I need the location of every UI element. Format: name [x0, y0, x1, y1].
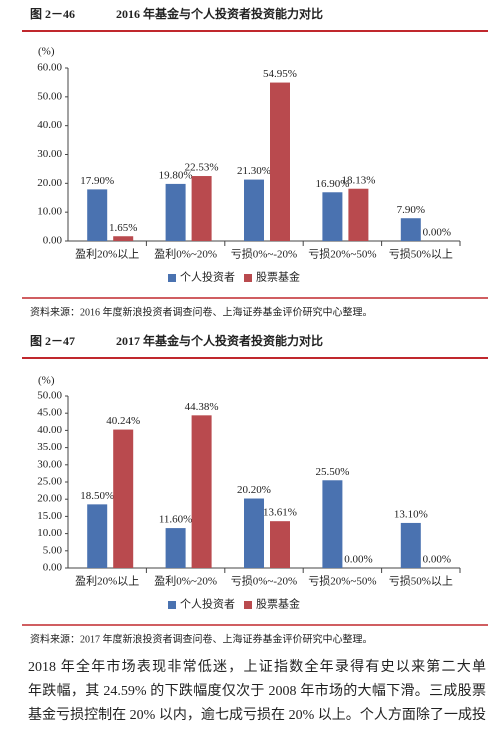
- x-tick-label: 盈利0%~20%: [154, 575, 217, 588]
- x-tick-label: 盈利20%以上: [75, 575, 139, 588]
- figures: 图 2－46 2016 年基金与个人投资者投资能力对比 (%) 0.00 10.00 20…: [22, 6, 488, 645]
- value-label: 40.24%: [106, 415, 140, 427]
- figure-title: 2017 年基金与个人投资者投资能力对比: [116, 333, 323, 348]
- y-tick-label: 20.00: [37, 493, 62, 505]
- bar: [191, 415, 212, 568]
- y-tick-label: 40.00: [37, 424, 62, 436]
- legend-label: 个人投资者: [180, 270, 235, 284]
- y-tick-label: 35.00: [37, 441, 62, 453]
- value-label: 1.65%: [109, 222, 137, 234]
- source-note: 资料来源：2017 年度新浪投资者调查问卷、上海证券基金评价研究中心整理。: [30, 632, 373, 645]
- body-line: 基金亏损控制在 20% 以内，逾七成亏损在 20% 以上。个人方面除了一成投: [28, 708, 486, 723]
- x-tick-label: 亏损20%~50%: [308, 574, 376, 588]
- value-label: 20.20%: [237, 484, 271, 496]
- y-tick-label: 10.00: [37, 206, 62, 218]
- legend-swatch: [168, 601, 176, 609]
- legend-label: 股票基金: [256, 597, 300, 611]
- y-tick-label: 5.00: [43, 544, 63, 556]
- bar: [322, 480, 343, 568]
- value-label: 7.90%: [397, 204, 425, 216]
- bar: [400, 522, 421, 568]
- y-unit: (%): [38, 375, 55, 387]
- figure-title: 2016 年基金与个人投资者投资能力对比: [116, 6, 323, 21]
- y-tick-label: 50.00: [37, 390, 62, 402]
- y-tick-label: 15.00: [37, 510, 62, 522]
- value-label: 21.30%: [237, 165, 271, 177]
- body-line: 年跌幅，其 24.59% 的下跌幅度仅次于 2008 年市场的大幅下滑。三成股票: [28, 684, 486, 699]
- x-tick-label: 亏损0%~-20%: [231, 574, 297, 588]
- bar: [244, 179, 264, 241]
- x-tick-label: 盈利20%以上: [75, 248, 139, 261]
- legend-swatch: [244, 274, 252, 282]
- y-tick-label: 60.00: [37, 62, 62, 74]
- bar: [165, 528, 186, 568]
- x-tick-label: 盈利0%~20%: [154, 248, 217, 261]
- value-label: 19.80%: [159, 169, 193, 181]
- y-tick-label: 20.00: [37, 177, 62, 189]
- bar: [87, 189, 108, 241]
- y-tick-label: 25.00: [37, 476, 62, 488]
- y-tick-label: 40.00: [37, 119, 62, 131]
- value-label: 0.00%: [423, 554, 451, 566]
- value-label: 16.90%: [315, 178, 349, 190]
- value-label: 18.50%: [80, 490, 114, 502]
- legend-label: 个人投资者: [180, 597, 235, 611]
- y-tick-label: 0.00: [43, 562, 63, 574]
- bar: [244, 498, 264, 568]
- legend-label: 股票基金: [256, 270, 300, 284]
- y-tick-label: 0.00: [43, 235, 63, 247]
- value-label: 44.38%: [185, 401, 219, 413]
- value-label: 22.53%: [185, 162, 219, 174]
- figure-label: 图 2－46: [30, 7, 75, 21]
- legend-swatch: [244, 601, 252, 609]
- value-label: 13.10%: [394, 508, 428, 520]
- y-tick-label: 10.00: [37, 527, 62, 539]
- bar: [191, 176, 212, 241]
- x-tick-label: 亏损0%~-20%: [231, 247, 297, 261]
- value-label: 11.60%: [159, 514, 193, 526]
- value-label: 54.95%: [263, 68, 297, 80]
- y-tick-label: 50.00: [37, 90, 62, 102]
- value-label: 0.00%: [423, 227, 451, 239]
- y-unit: (%): [38, 46, 55, 58]
- x-tick-label: 亏损50%以上: [389, 247, 453, 261]
- y-tick-label: 30.00: [37, 458, 62, 470]
- value-label: 0.00%: [344, 554, 372, 566]
- figure-label: 图 2－47: [30, 334, 75, 348]
- x-tick-label: 亏损50%以上: [389, 574, 453, 588]
- bar: [270, 82, 290, 241]
- bar: [348, 188, 369, 241]
- bar: [400, 218, 421, 241]
- bar: [87, 504, 108, 568]
- x-tick-label: 亏损20%~50%: [308, 247, 376, 261]
- value-label: 18.13%: [341, 174, 375, 186]
- y-tick-label: 45.00: [37, 407, 62, 419]
- value-label: 13.61%: [263, 507, 297, 519]
- bar: [113, 429, 134, 568]
- bar: [322, 192, 343, 241]
- bar: [113, 236, 134, 241]
- value-label: 17.90%: [80, 175, 114, 187]
- body-line: 2018 年全年市场表现非常低迷，上证指数全年录得有史以来第二大单: [28, 660, 486, 675]
- y-tick-label: 30.00: [37, 148, 62, 160]
- legend-swatch: [168, 274, 176, 282]
- source-note: 资料来源：2016 年度新浪投资者调查问卷、上海证券基金评价研究中心整理。: [30, 305, 373, 318]
- bar: [270, 521, 290, 568]
- bar: [165, 183, 186, 241]
- value-label: 25.50%: [315, 466, 349, 478]
